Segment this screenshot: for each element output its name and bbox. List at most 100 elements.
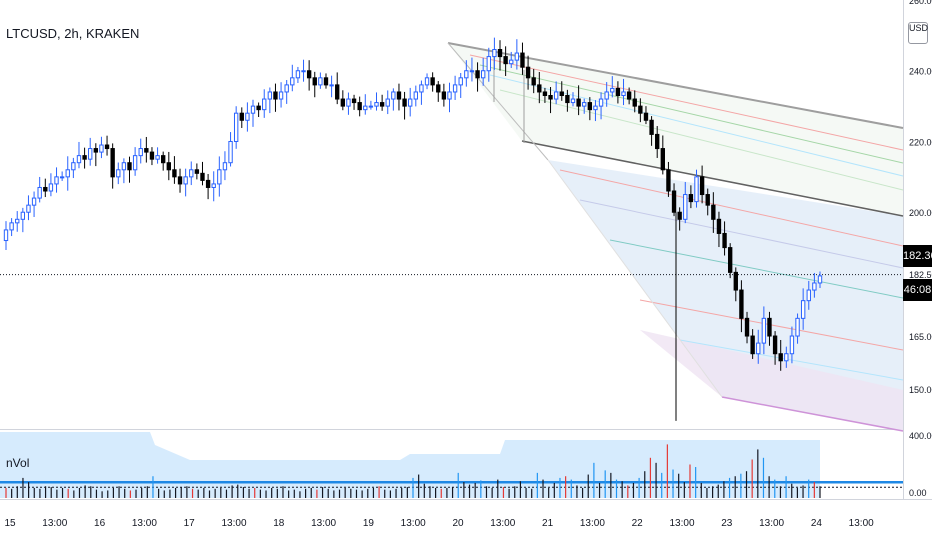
candle-body: [750, 335, 755, 355]
candle-body: [649, 119, 654, 135]
candle-body: [402, 98, 407, 107]
candle-body: [553, 91, 559, 100]
currency-unit-button[interactable]: USD: [908, 22, 928, 44]
candle-body: [54, 176, 59, 185]
volume-tick-label: 0.00: [909, 488, 927, 498]
time-tick-label: 16: [94, 518, 106, 529]
price-tick-label: 182.50: [909, 270, 932, 280]
candle-body: [306, 70, 312, 79]
candle-body: [621, 91, 626, 97]
candle-body: [48, 183, 54, 192]
time-tick-label: 15: [4, 518, 16, 529]
time-tick-label: 13:00: [669, 518, 694, 529]
candle-body: [374, 102, 379, 107]
candle-body: [413, 91, 418, 100]
candle-body: [43, 186, 48, 192]
candle-body: [99, 144, 104, 153]
channel-line: [721, 396, 904, 432]
candle-body: [37, 186, 42, 199]
candle-body: [351, 98, 357, 104]
candle-body: [312, 77, 317, 86]
candle-body: [486, 56, 491, 72]
candle-body: [604, 91, 609, 100]
symbol-title[interactable]: LTCUSD, 2h, KRAKEN: [6, 26, 140, 41]
candle-body: [132, 155, 138, 171]
candle-body: [177, 176, 183, 185]
time-tick-label: 24: [811, 518, 823, 529]
candle-body: [318, 77, 323, 86]
candle-body: [335, 84, 340, 100]
candle-body: [149, 151, 155, 160]
time-tick-label: 13:00: [849, 518, 874, 529]
candle-body: [155, 155, 160, 160]
candle-body: [3, 229, 9, 242]
candle-body: [593, 105, 598, 111]
candle-body: [430, 77, 435, 86]
time-tick-label: 20: [452, 518, 464, 529]
candle-body: [565, 95, 570, 104]
channel-edge: [447, 42, 549, 161]
candle-body: [559, 91, 564, 97]
candle-body: [447, 91, 452, 100]
candle-body: [778, 353, 783, 362]
candle-body: [626, 91, 632, 100]
candle-body: [520, 52, 525, 68]
candle-body: [93, 148, 99, 153]
candle-body: [233, 112, 239, 142]
candle-body: [503, 56, 508, 65]
time-tick-label: 13:00: [580, 518, 605, 529]
channel-line: [579, 199, 904, 269]
candle-body: [424, 77, 430, 86]
candle-body: [250, 105, 256, 114]
candle-body: [15, 218, 20, 224]
candle-body: [699, 176, 705, 196]
candle-body: [363, 105, 368, 111]
candle-body: [789, 335, 795, 355]
candle-body: [391, 91, 396, 100]
time-tick-label: 17: [184, 518, 196, 529]
candle-body: [671, 190, 677, 213]
last-price-tag: 182.36: [903, 245, 932, 267]
candle-body: [59, 176, 65, 179]
candle-body: [110, 148, 115, 178]
candle-body: [217, 169, 222, 185]
candle-body: [694, 176, 699, 203]
candle-body: [116, 169, 121, 178]
candle-body: [610, 87, 615, 93]
candle-body: [290, 77, 295, 86]
candle-body: [800, 300, 806, 319]
candle-body: [368, 105, 374, 108]
candle-body: [722, 232, 727, 249]
candle-body: [817, 275, 823, 284]
candle-body: [660, 148, 665, 171]
candle-body: [9, 222, 14, 231]
candle-body: [452, 84, 458, 93]
candle-body: [570, 98, 576, 104]
candle-body: [576, 98, 581, 107]
candle-body: [492, 49, 497, 58]
candle-body: [464, 70, 469, 79]
candle-body: [211, 183, 216, 188]
candle-body: [548, 95, 553, 100]
candle-body: [256, 105, 261, 111]
channel-line: [469, 54, 904, 151]
time-tick-label: 23: [721, 518, 733, 529]
candle-body: [76, 155, 82, 164]
candle-body: [379, 102, 385, 107]
candle-body: [172, 169, 177, 178]
channel-edge: [547, 159, 723, 398]
candle-body: [245, 112, 250, 121]
candle-body: [683, 194, 688, 220]
volume-indicator-label[interactable]: nVol: [6, 456, 30, 470]
candle-body: [104, 144, 110, 150]
candle-body: [301, 70, 306, 73]
candle-body: [88, 148, 93, 160]
candle-body: [346, 98, 351, 107]
time-tick-label: 13:00: [132, 518, 157, 529]
channel-line: [609, 239, 904, 299]
candle-body: [295, 70, 301, 79]
candle-body: [666, 169, 671, 192]
candle-body: [458, 77, 463, 86]
